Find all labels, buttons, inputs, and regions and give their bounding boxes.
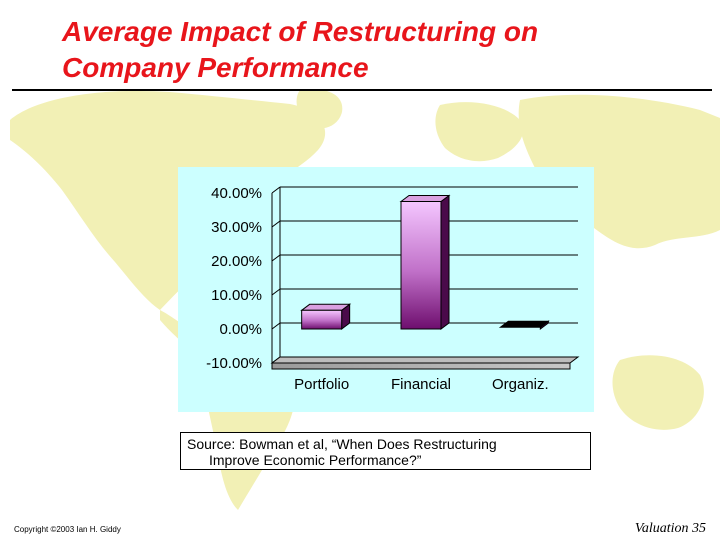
gridline-side-5 xyxy=(271,186,281,194)
gridline-side-4 xyxy=(271,220,281,228)
copyright-text: Copyright ©2003 Ian H. Giddy xyxy=(14,525,121,534)
source-line-1: Source: Bowman et al, “When Does Restruc… xyxy=(187,436,497,452)
bar-side-1 xyxy=(440,194,450,330)
y-tick-label: 0.00% xyxy=(219,321,262,338)
bar-top-1 xyxy=(399,195,451,202)
slide-title: Average Impact of Restructuring on Compa… xyxy=(62,16,539,83)
bar-top-2 xyxy=(498,320,550,328)
y-tick-label: 20.00% xyxy=(211,253,262,270)
slide-number: Valuation 35 xyxy=(635,521,706,537)
x-tick-label: Organiz. xyxy=(492,376,549,393)
asia-shape xyxy=(518,94,720,249)
bar-0 xyxy=(301,309,343,330)
title-underline xyxy=(12,89,712,91)
y-tick-label: 30.00% xyxy=(211,219,262,236)
chart-floor xyxy=(270,356,580,364)
bar-chart: -10.00% 0.00% 10.00% 20.00% 30.00% 40.00% Port… xyxy=(206,185,580,393)
source-citation: Source: Bowman et al, “When Does Restruc… xyxy=(180,432,591,470)
bar-1 xyxy=(400,201,442,330)
source-line-2: Improve Economic Performance?” xyxy=(209,452,422,468)
y-tick-label: -10.00% xyxy=(206,355,262,372)
europe-shape xyxy=(435,102,524,162)
page-number: 35 xyxy=(692,521,706,536)
bar-top-0 xyxy=(300,303,352,311)
gridline-side-2 xyxy=(271,288,281,296)
australia-shape xyxy=(612,355,704,430)
chart-panel: -10.00% 0.00% 10.00% 20.00% 30.00% 40.00% Port… xyxy=(178,167,594,412)
y-tick-label: 40.00% xyxy=(211,185,262,202)
x-tick-label: Portfolio xyxy=(294,376,349,393)
footer-label: Valuation xyxy=(634,521,689,536)
north-america-shape xyxy=(10,90,326,311)
greenland-shape xyxy=(296,88,343,129)
gridline-side-1 xyxy=(271,322,281,330)
gridline-side-3 xyxy=(271,254,281,262)
y-tick-label: 10.00% xyxy=(211,287,262,304)
chart-floor-front xyxy=(271,362,571,370)
x-tick-label: Financial xyxy=(391,376,451,393)
